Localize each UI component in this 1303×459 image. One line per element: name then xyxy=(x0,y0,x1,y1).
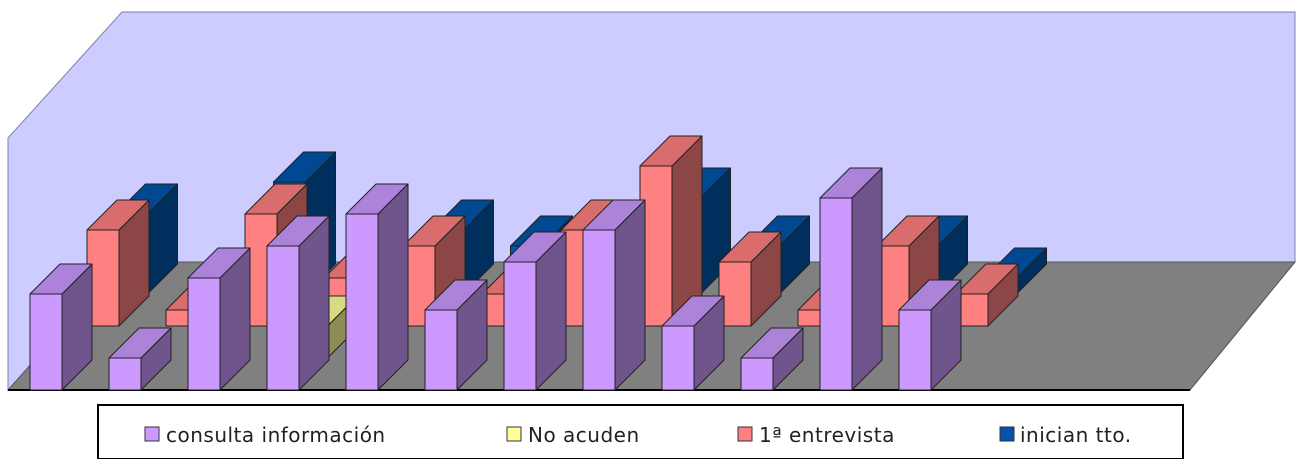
bar-top-face xyxy=(819,167,883,199)
bar-top-face xyxy=(876,215,940,247)
bar-top-face xyxy=(661,295,725,327)
bars-layer xyxy=(29,135,1047,391)
bar-consulta-informaci-n xyxy=(266,215,330,391)
bar-front-face xyxy=(187,277,221,391)
legend-label: 1ª entrevista xyxy=(759,423,895,447)
bar-consulta-informaci-n xyxy=(661,295,725,391)
legend-label: inician tto. xyxy=(1020,423,1132,447)
legend-swatch xyxy=(999,426,1015,442)
bar-front-face xyxy=(661,325,695,391)
bar-top-face xyxy=(898,279,962,311)
bar-consulta-informaci-n xyxy=(819,167,883,391)
bar-front-face xyxy=(29,293,63,391)
bar-consulta-informaci-n xyxy=(898,279,962,391)
bar-top-face xyxy=(503,231,567,263)
bar-consulta-informaci-n xyxy=(345,183,409,391)
bar-side-face xyxy=(851,167,883,391)
bar-top-face xyxy=(266,215,330,247)
bar-top-face xyxy=(740,327,804,359)
bar-consulta-informaci-n xyxy=(740,327,804,391)
bar-consulta-informaci-n xyxy=(424,279,488,391)
bar-1-entrevista xyxy=(955,263,1019,327)
bar-front-face xyxy=(108,357,142,391)
bar-front-face xyxy=(740,357,774,391)
bar-top-face xyxy=(244,183,308,215)
bar-top-face xyxy=(955,263,1019,295)
bar-front-face xyxy=(819,197,853,391)
legend: consulta información No acuden 1ª entrev… xyxy=(97,404,1184,459)
bar-side-face xyxy=(377,183,409,391)
legend-swatch xyxy=(144,426,160,442)
bar-top-face xyxy=(424,279,488,311)
bar-consulta-informaci-n xyxy=(503,231,567,391)
bar-front-face xyxy=(503,261,537,391)
bar-1-entrevista xyxy=(86,199,150,327)
bar-side-face xyxy=(614,199,646,391)
bar-top-face xyxy=(639,135,703,167)
bar-top-face xyxy=(582,199,646,231)
bar-top-face xyxy=(187,247,251,279)
bar-consulta-informaci-n xyxy=(582,199,646,391)
legend-item-no-acuden: No acuden xyxy=(506,423,640,447)
bar-top-face xyxy=(108,327,172,359)
bar-front-face xyxy=(345,213,379,391)
bar-top-face xyxy=(345,183,409,215)
legend-label: consulta información xyxy=(166,423,386,447)
legend-item-inician-tto: inician tto. xyxy=(999,423,1132,447)
bar-front-face xyxy=(424,309,458,391)
bar-consulta-informaci-n xyxy=(108,327,172,391)
legend-swatch xyxy=(506,426,522,442)
bar-top-face xyxy=(273,151,336,183)
bar-front-face xyxy=(266,245,300,391)
bar-consulta-informaci-n xyxy=(187,247,251,391)
bar-consulta-informaci-n xyxy=(29,263,93,391)
bar-1-entrevista xyxy=(718,231,782,327)
bar-top-face xyxy=(86,199,150,231)
legend-item-consulta-informacion: consulta información xyxy=(144,423,386,447)
bar-front-face xyxy=(898,309,932,391)
bar-top-face xyxy=(402,215,466,247)
legend-label: No acuden xyxy=(528,423,640,447)
bar-top-face xyxy=(29,263,93,295)
legend-item-1a-entrevista: 1ª entrevista xyxy=(737,423,895,447)
legend-swatch xyxy=(737,426,753,442)
bar-front-face xyxy=(582,229,616,391)
bar-top-face xyxy=(718,231,782,263)
